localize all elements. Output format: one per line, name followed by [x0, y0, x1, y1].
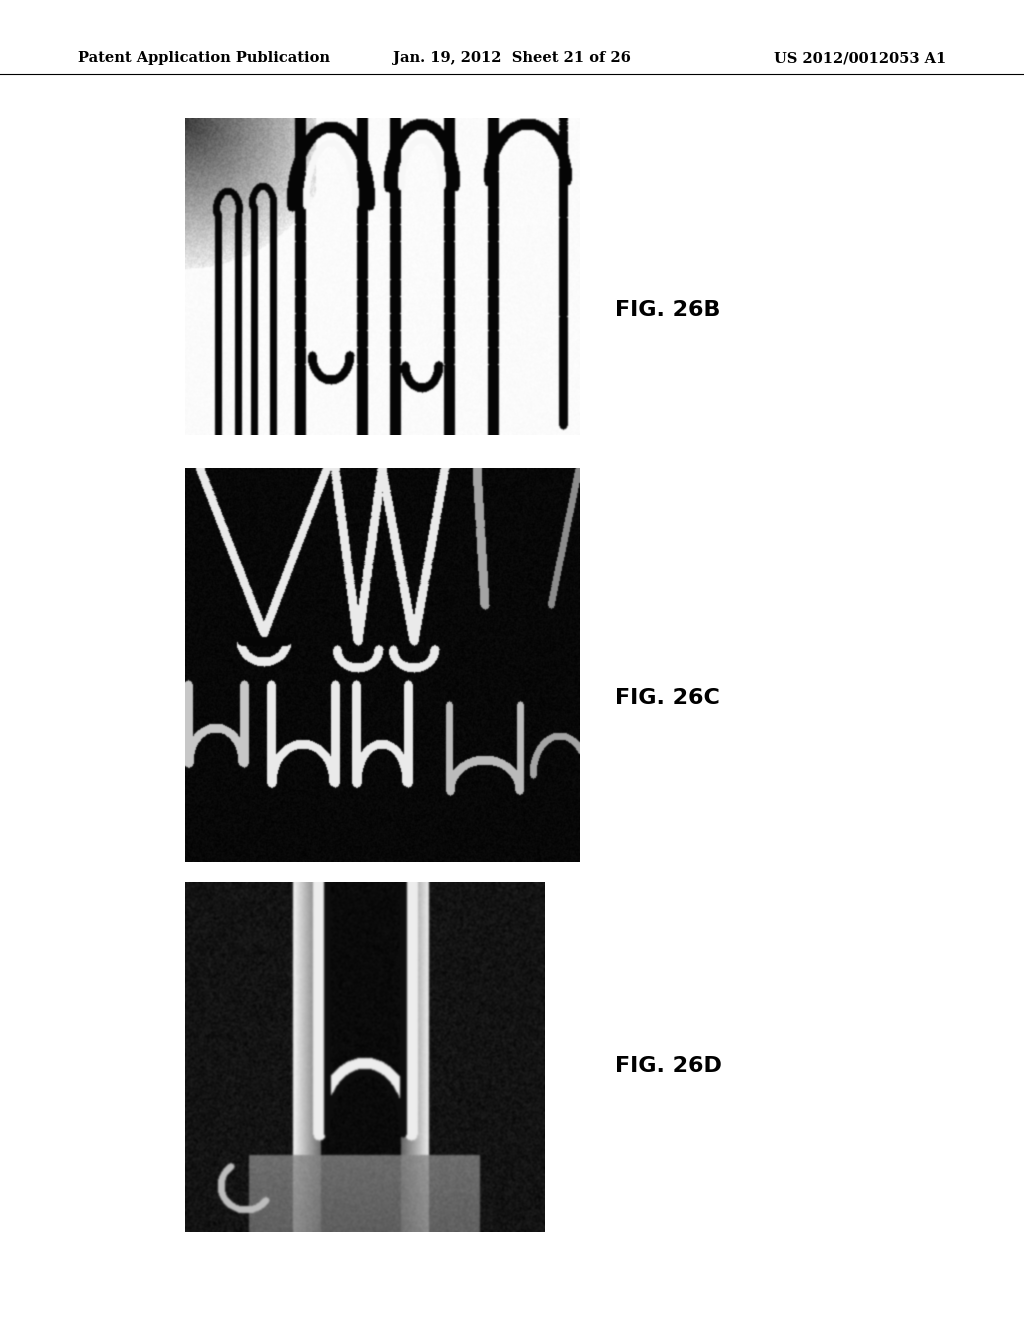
Text: FIG. 26C: FIG. 26C — [615, 688, 720, 708]
Text: FIG. 26B: FIG. 26B — [615, 300, 721, 319]
Text: FIG. 26D: FIG. 26D — [615, 1056, 722, 1076]
Text: US 2012/0012053 A1: US 2012/0012053 A1 — [774, 51, 946, 65]
Text: Patent Application Publication: Patent Application Publication — [78, 51, 330, 65]
Text: Jan. 19, 2012  Sheet 21 of 26: Jan. 19, 2012 Sheet 21 of 26 — [393, 51, 631, 65]
